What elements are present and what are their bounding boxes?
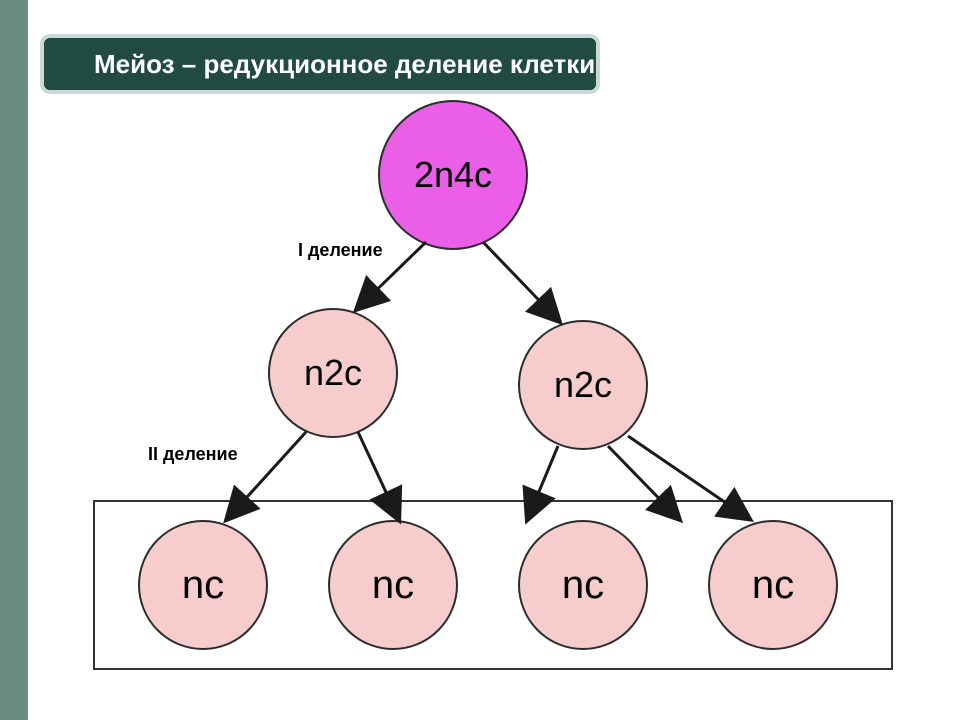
final-cell-0: nc [138, 520, 268, 650]
mid-right-cell-label: n2c [554, 364, 612, 406]
slide-area: Мейоз – редукционное деление клетки 2n4c… [28, 0, 960, 720]
parent-cell: 2n4c [378, 100, 528, 250]
division-1-label: I деление [298, 240, 383, 261]
title-bar: Мейоз – редукционное деление клетки [40, 34, 600, 94]
parent-cell-label: 2n4c [414, 154, 492, 196]
final-cell-3: nc [708, 520, 838, 650]
final-cell-3-label: nc [752, 563, 794, 608]
mid-left-cell: n2c [268, 308, 398, 438]
final-cell-0-label: nc [182, 563, 224, 608]
slide-title: Мейоз – редукционное деление клетки [94, 49, 595, 80]
final-cell-2-label: nc [562, 563, 604, 608]
final-cell-1-label: nc [372, 563, 414, 608]
final-cell-2: nc [518, 520, 648, 650]
mid-left-cell-label: n2c [304, 352, 362, 394]
division-2-label: II деление [148, 444, 238, 465]
left-sidebar [0, 0, 28, 720]
final-cell-1: nc [328, 520, 458, 650]
mid-right-cell: n2c [518, 320, 648, 450]
